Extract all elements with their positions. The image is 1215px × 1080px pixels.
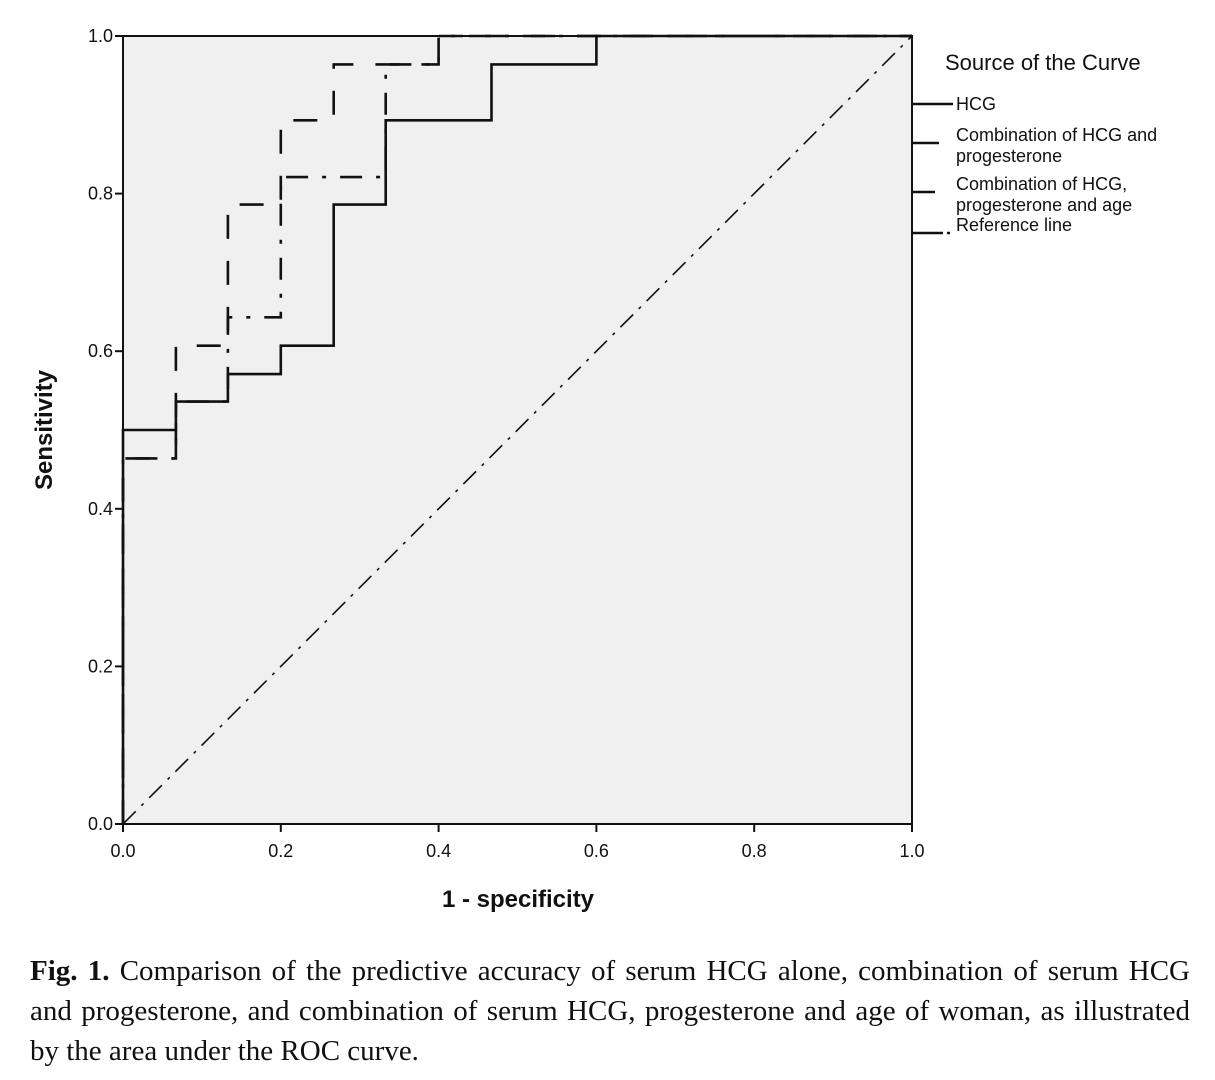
legend-item-label: progesterone [956, 146, 1062, 166]
legend-item-label: Combination of HCG, [956, 174, 1127, 194]
series-layer [121, 34, 913, 825]
y-tick-label: 0.2 [88, 656, 113, 676]
y-tick-label: 1.0 [88, 26, 113, 46]
x-axis-title: 1 - specificity [442, 886, 595, 913]
series-combination-of-hcg-progesterone-and-age [121, 34, 912, 824]
legend-item-label: Reference line [956, 215, 1072, 235]
x-tick-label: 0.8 [742, 841, 767, 861]
x-tick-label: 0.4 [426, 841, 451, 861]
legend-title: Source of the Curve [945, 50, 1141, 75]
x-tick-label: 0.2 [268, 841, 293, 861]
caption-text: Comparison of the predictive accuracy of… [30, 955, 1190, 1067]
y-tick-label: 0.4 [88, 499, 113, 519]
figure-label: Fig. 1. [30, 955, 110, 987]
y-axis: 0.0 0.2 0.4 0.6 0.8 1.0 [88, 26, 123, 834]
legend-item-label: HCG [956, 94, 996, 114]
x-tick-label: 0.0 [110, 841, 135, 861]
legend-item-label: progesterone and age [956, 195, 1132, 215]
x-tick-label: 1.0 [899, 841, 924, 861]
plot-frame [122, 35, 913, 825]
figure-caption: Fig. 1. Comparison of the predictive acc… [30, 951, 1190, 1071]
series-combination-of-hcg-and-progesterone [121, 34, 912, 824]
y-axis-title: Sensitivity [31, 369, 58, 490]
series-reference-line [122, 35, 913, 825]
x-axis: 0.0 0.2 0.4 0.6 0.8 1.0 [110, 824, 925, 861]
y-tick-label: 0.8 [88, 184, 113, 204]
legend-item-label: Combination of HCG and [956, 125, 1157, 145]
roc-chart: 0.0 0.2 0.4 0.6 0.8 1.0 0.0 0.2 0.4 0.6 0.8 1.0 1 … [31, 26, 1157, 913]
legend: Source of the Curve HCG Combination of HC… [913, 50, 1157, 235]
y-tick-label: 0.6 [88, 341, 113, 361]
x-tick-label: 0.6 [584, 841, 609, 861]
y-tick-label: 0.0 [88, 814, 113, 834]
